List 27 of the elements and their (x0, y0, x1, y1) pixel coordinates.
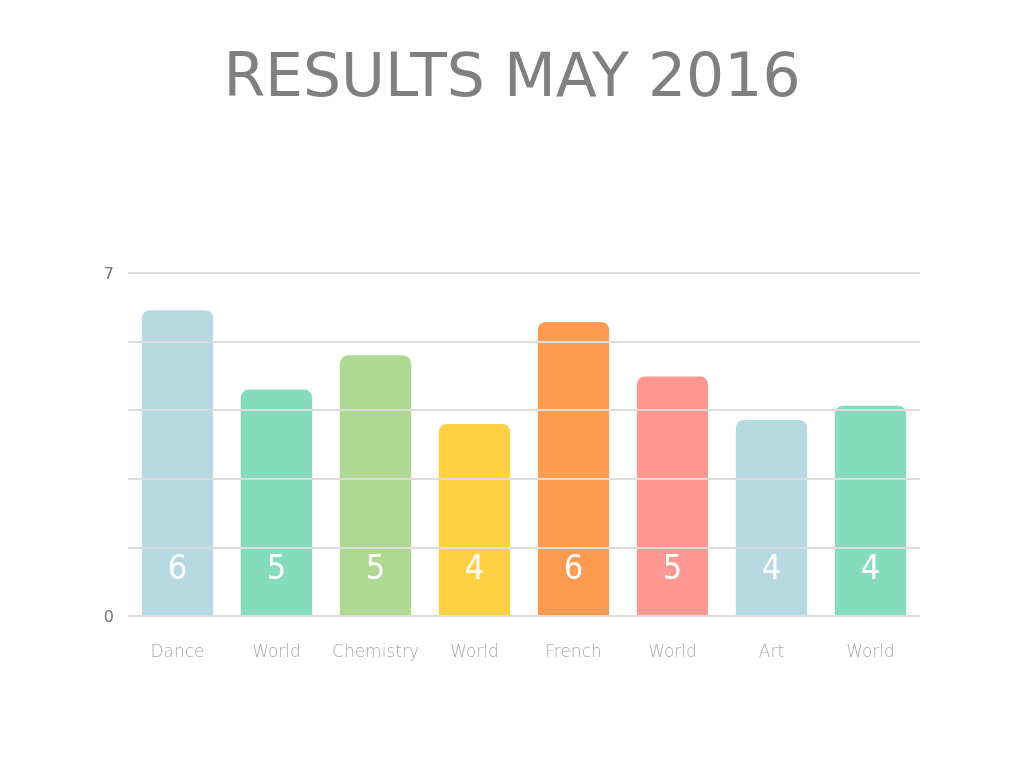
bar (735, 420, 808, 616)
x-tick-label: French (545, 640, 602, 661)
data-label: 4 (860, 547, 881, 587)
x-tick-label: World (846, 640, 895, 661)
data-label: 5 (662, 547, 683, 587)
y-tick-label: 7 (103, 263, 114, 283)
bar (240, 389, 313, 616)
bar (141, 310, 214, 616)
bar (339, 355, 412, 616)
x-tick-label: World (252, 640, 301, 661)
data-label: 4 (761, 547, 782, 587)
x-tick-label: World (648, 640, 697, 661)
bar (537, 322, 610, 616)
data-label: 6 (167, 547, 188, 587)
data-label: 5 (365, 547, 386, 587)
data-label: 4 (464, 547, 485, 587)
chart-title: RESULTS MAY 2016 (223, 40, 801, 110)
x-tick-label: Art (758, 640, 785, 661)
x-tick-label: Chemistry (332, 640, 419, 661)
bar (636, 376, 709, 616)
bar (438, 423, 511, 616)
x-tick-label: Dance (150, 640, 205, 661)
y-tick-label: 0 (103, 606, 114, 626)
data-label: 6 (563, 547, 584, 587)
bar (834, 405, 907, 616)
data-label: 5 (266, 547, 287, 587)
x-tick-label: World (450, 640, 499, 661)
